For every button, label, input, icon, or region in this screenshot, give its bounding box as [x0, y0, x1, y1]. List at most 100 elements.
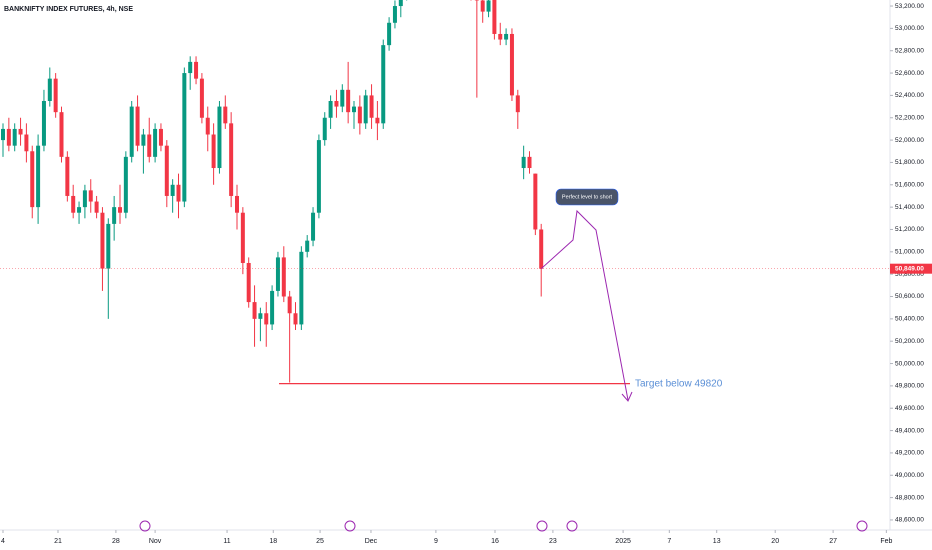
- projection-arrowhead: [621, 391, 633, 402]
- x-tick-label: 9: [434, 538, 438, 545]
- candle-body: [287, 296, 292, 314]
- candle-body: [258, 313, 263, 319]
- candle-body: [381, 45, 386, 124]
- candle-body: [246, 262, 251, 303]
- x-tick-label: 11: [223, 538, 230, 545]
- candle-body: [316, 140, 321, 213]
- candle-body: [176, 184, 181, 202]
- candle-body: [18, 128, 23, 135]
- candle-body: [264, 313, 269, 325]
- candle-body: [515, 95, 520, 113]
- event-icon[interactable]: [139, 520, 151, 532]
- y-tick-label: 51,800.00: [895, 159, 924, 166]
- x-tick-label: 7: [667, 538, 671, 545]
- candle-body: [188, 61, 193, 74]
- candle-body: [486, 0, 491, 12]
- callout-text: Perfect level to short: [562, 194, 613, 200]
- candle-body: [6, 128, 11, 146]
- candle-body: [346, 89, 351, 113]
- candle-body: [12, 128, 17, 146]
- y-tick-label: 50,800.00: [895, 271, 924, 278]
- candle-body: [147, 134, 152, 157]
- y-tick-label: 50,200.00: [895, 338, 924, 345]
- x-tick-label: Dec: [365, 538, 378, 545]
- candle-body: [94, 201, 99, 213]
- candle-body: [41, 100, 46, 146]
- y-tick-label: 51,000.00: [895, 249, 924, 256]
- candle-body: [299, 251, 304, 325]
- candle-body: [498, 33, 503, 40]
- chart-title: BANKNIFTY INDEX FUTURES, 4h, NSE: [4, 6, 133, 13]
- event-icon[interactable]: [344, 520, 356, 532]
- candle-body: [223, 106, 228, 124]
- candle-body: [240, 212, 245, 263]
- candle-body: [527, 156, 532, 169]
- candle-body: [112, 207, 117, 224]
- candle-body: [118, 207, 122, 213]
- candle-body: [369, 95, 374, 118]
- y-tick-label: 53,000.00: [895, 25, 924, 32]
- candle-body: [270, 290, 275, 325]
- x-tick-label: Nov: [149, 538, 162, 545]
- event-icon[interactable]: [566, 520, 578, 532]
- y-tick-label: 50,400.00: [895, 316, 924, 323]
- candle-body: [82, 190, 87, 208]
- y-tick-label: 50,600.00: [895, 293, 924, 300]
- candle-body: [480, 0, 485, 12]
- candle-body: [71, 195, 76, 213]
- y-tick-label: 48,800.00: [895, 494, 924, 501]
- candle-body: [59, 112, 64, 157]
- x-tick-label: 27: [829, 538, 837, 545]
- candle-body: [153, 128, 158, 157]
- target-text: Target below 49820: [635, 378, 723, 389]
- event-icon[interactable]: [856, 520, 868, 532]
- candle-body: [352, 106, 356, 113]
- candle-body: [509, 33, 514, 96]
- candle-body: [252, 302, 257, 319]
- candle-body: [375, 117, 380, 124]
- candle-body: [322, 117, 327, 141]
- y-tick-label: 52,200.00: [895, 114, 924, 121]
- candle-body: [521, 156, 526, 169]
- candle-body: [47, 78, 52, 101]
- projection-path: [540, 209, 629, 401]
- y-tick-label: 52,800.00: [895, 47, 924, 54]
- x-tick-label: 25: [316, 538, 324, 545]
- candle-body: [398, 0, 403, 7]
- candles: [1, 0, 544, 383]
- candle-body: [141, 134, 146, 146]
- candle-body: [539, 229, 544, 269]
- candle-body: [492, 0, 497, 34]
- candle-body: [30, 151, 35, 208]
- x-tick-label: 20: [771, 538, 779, 545]
- event-icon[interactable]: [536, 520, 548, 532]
- y-tick-label: 53,200.00: [895, 3, 924, 10]
- x-tick-label: 18: [269, 538, 277, 545]
- y-tick-label: 52,400.00: [895, 92, 924, 99]
- x-tick-label: 4: [1, 538, 5, 545]
- candle-body: [53, 78, 58, 113]
- candle-body: [88, 190, 93, 202]
- candle-body: [36, 145, 41, 208]
- candle-body: [340, 89, 345, 107]
- y-tick-label: 51,600.00: [895, 182, 924, 189]
- y-tick-label: 49,200.00: [895, 450, 924, 457]
- candle-body: [363, 95, 368, 124]
- candle-body: [392, 6, 397, 23]
- candle-body: [199, 78, 204, 118]
- candle-body: [334, 100, 339, 107]
- x-tick-label: Feb: [880, 538, 892, 545]
- candle-body: [164, 145, 169, 196]
- candle-body: [504, 33, 509, 40]
- callout-box: [555, 188, 619, 206]
- candle-body: [135, 106, 140, 146]
- candle-body: [194, 61, 199, 79]
- candle-body: [235, 195, 239, 213]
- candle-body: [24, 134, 29, 152]
- x-tick-label: 21: [54, 538, 62, 545]
- y-tick-label: 50,000.00: [895, 360, 924, 367]
- y-tick-label: 49,600.00: [895, 405, 924, 412]
- x-tick-label: 28: [112, 538, 120, 545]
- candle-body: [182, 73, 187, 202]
